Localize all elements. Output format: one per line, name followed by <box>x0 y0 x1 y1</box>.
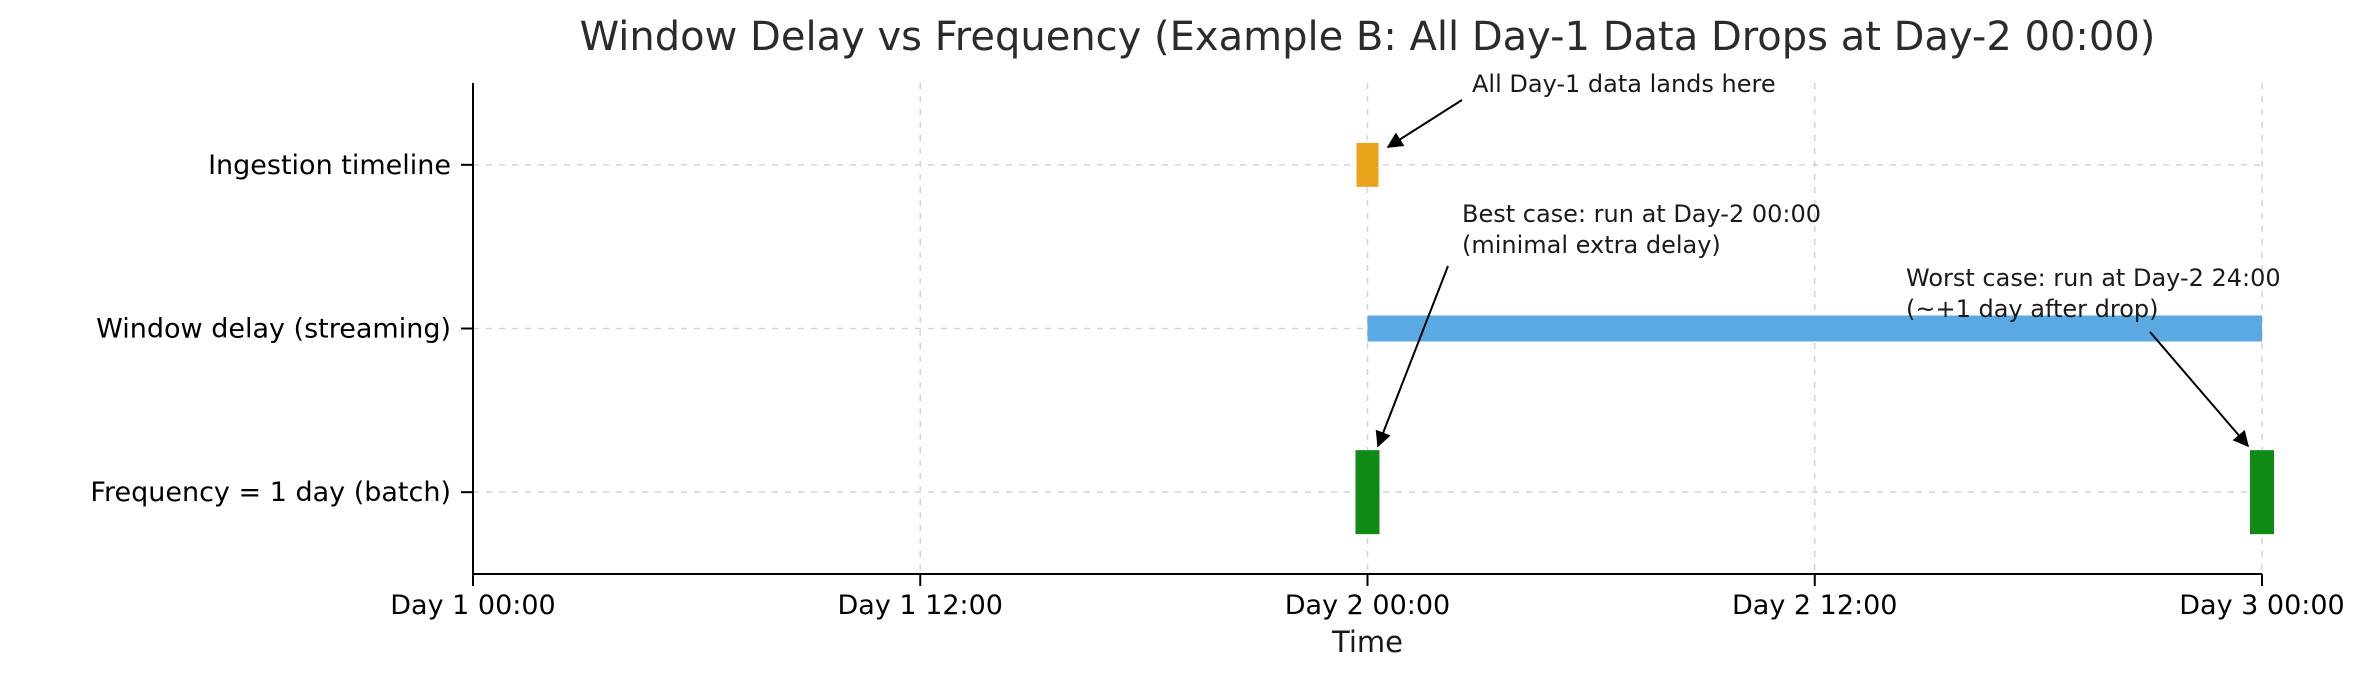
best-case-annotation-text: Best case: run at Day-2 00:00 <box>1462 200 1821 228</box>
best-case-annotation-arrow <box>1375 265 1449 448</box>
axes: Day 1 00:00 Day 1 12:00 Day 2 00:00 Day 2 1… <box>90 83 2345 621</box>
y-tick-label: Window delay (streaming) <box>96 314 451 345</box>
x-axis-label: Time <box>1331 625 1403 659</box>
annotations: All Day-1 data lands here Best case: run … <box>1375 70 2281 448</box>
batch-run-worst-marker <box>2250 450 2274 535</box>
y-tick-label: Ingestion timeline <box>208 150 451 181</box>
ingestion-drop-marker <box>1356 142 1379 187</box>
drop-annotation-text: All Day-1 data lands here <box>1472 70 1776 98</box>
x-tick-label: Day 1 00:00 <box>390 590 555 621</box>
best-case-annotation-text: (minimal extra delay) <box>1462 231 1721 259</box>
worst-case-annotation-text: (~+1 day after drop) <box>1906 295 2159 323</box>
worst-case-annotation-arrow <box>2149 331 2250 448</box>
drop-annotation-arrow <box>1386 99 1463 148</box>
x-tick-label: Day 3 00:00 <box>2179 590 2344 621</box>
worst-case-annotation-text: Worst case: run at Day-2 24:00 <box>1906 264 2281 292</box>
x-tick-label: Day 2 12:00 <box>1732 590 1897 621</box>
y-tick-label: Frequency = 1 day (batch) <box>90 477 451 508</box>
chart-marks <box>1355 142 2274 535</box>
batch-run-best-marker <box>1355 450 1380 535</box>
chart-title: Window Delay vs Frequency (Example B: Al… <box>580 14 2156 60</box>
window-delay-span <box>1367 315 2262 342</box>
x-tick-label: Day 2 00:00 <box>1285 590 1450 621</box>
x-tick-label: Day 1 12:00 <box>838 590 1003 621</box>
